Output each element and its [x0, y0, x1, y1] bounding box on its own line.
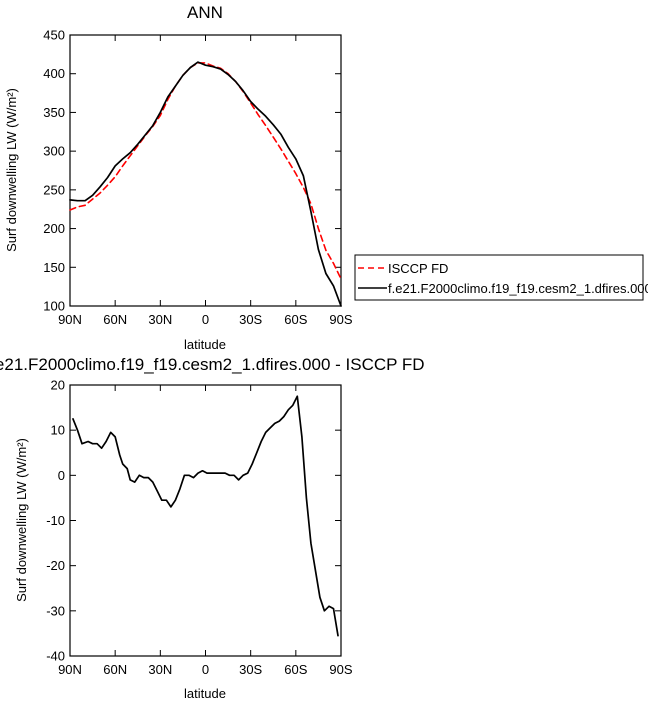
x-tick-label: 0 — [202, 662, 209, 677]
x-tick-label: 30N — [148, 312, 172, 327]
y-tick-label: 300 — [43, 144, 65, 159]
y-tick-label: 10 — [51, 423, 65, 438]
y-tick-label: 20 — [51, 378, 65, 393]
y-tick-label: 400 — [43, 66, 65, 81]
x-tick-label: 0 — [202, 312, 209, 327]
legend-label-model: f.e21.F2000climo.f19_f19.cesm2_1.dfires.… — [388, 281, 648, 296]
bottom-x-axis-label: latitude — [184, 686, 226, 701]
x-tick-label: 60N — [103, 662, 127, 677]
x-tick-label: 90S — [329, 662, 352, 677]
top-y-ticks: 100 150 200 250 300 350 400 450 — [43, 28, 341, 314]
y-tick-label: 0 — [58, 468, 65, 483]
y-tick-label: 100 — [43, 299, 65, 314]
y-tick-label: -40 — [46, 649, 65, 664]
bottom-y-ticks: -40 -30 -20 -10 0 10 20 — [46, 378, 341, 664]
y-tick-label: 350 — [43, 105, 65, 120]
top-chart-title: ANN — [187, 3, 223, 22]
x-tick-label: 60N — [103, 312, 127, 327]
top-panel: ANN 100 150 200 250 300 350 400 450 90N 60N 30N 0 3… — [4, 3, 353, 352]
legend-label-isccp: ISCCP FD — [388, 261, 448, 276]
x-tick-label: 90N — [58, 312, 82, 327]
x-tick-label: 30N — [148, 662, 172, 677]
series-line-model — [69, 61, 342, 307]
series-line-isccp — [69, 62, 342, 280]
top-x-axis-label: latitude — [184, 337, 226, 352]
x-tick-label: 30S — [239, 662, 262, 677]
x-tick-label: 60S — [284, 662, 307, 677]
top-x-ticks: 90N 60N 30N 0 30S 60S 90S — [58, 35, 353, 327]
bottom-y-axis-label: Surf downwelling LW (W/m²) — [14, 438, 29, 602]
x-tick-label: 90S — [329, 312, 352, 327]
legend: ISCCP FD f.e21.F2000climo.f19_f19.cesm2_… — [354, 254, 648, 301]
y-tick-label: -20 — [46, 558, 65, 573]
x-tick-label: 30S — [239, 312, 262, 327]
top-series — [69, 61, 342, 307]
bottom-series — [72, 395, 339, 637]
y-tick-label: -10 — [46, 513, 65, 528]
x-tick-label: 90N — [58, 662, 82, 677]
top-y-axis-label: Surf downwelling LW (W/m²) — [4, 88, 19, 252]
y-tick-label: 200 — [43, 221, 65, 236]
y-tick-label: -30 — [46, 603, 65, 618]
bottom-panel: f.e21.F2000climo.f19_f19.cesm2_1.dfires.… — [0, 355, 425, 701]
x-tick-label: 60S — [284, 312, 307, 327]
legend-box — [354, 254, 644, 301]
bottom-chart-title: f.e21.F2000climo.f19_f19.cesm2_1.dfires.… — [0, 355, 425, 374]
y-tick-label: 250 — [43, 182, 65, 197]
y-tick-label: 150 — [43, 260, 65, 275]
y-tick-label: 450 — [43, 28, 65, 43]
series-line-model — [72, 395, 339, 637]
bottom-x-ticks: 90N 60N 30N 0 30S 60S 90S — [58, 385, 353, 677]
